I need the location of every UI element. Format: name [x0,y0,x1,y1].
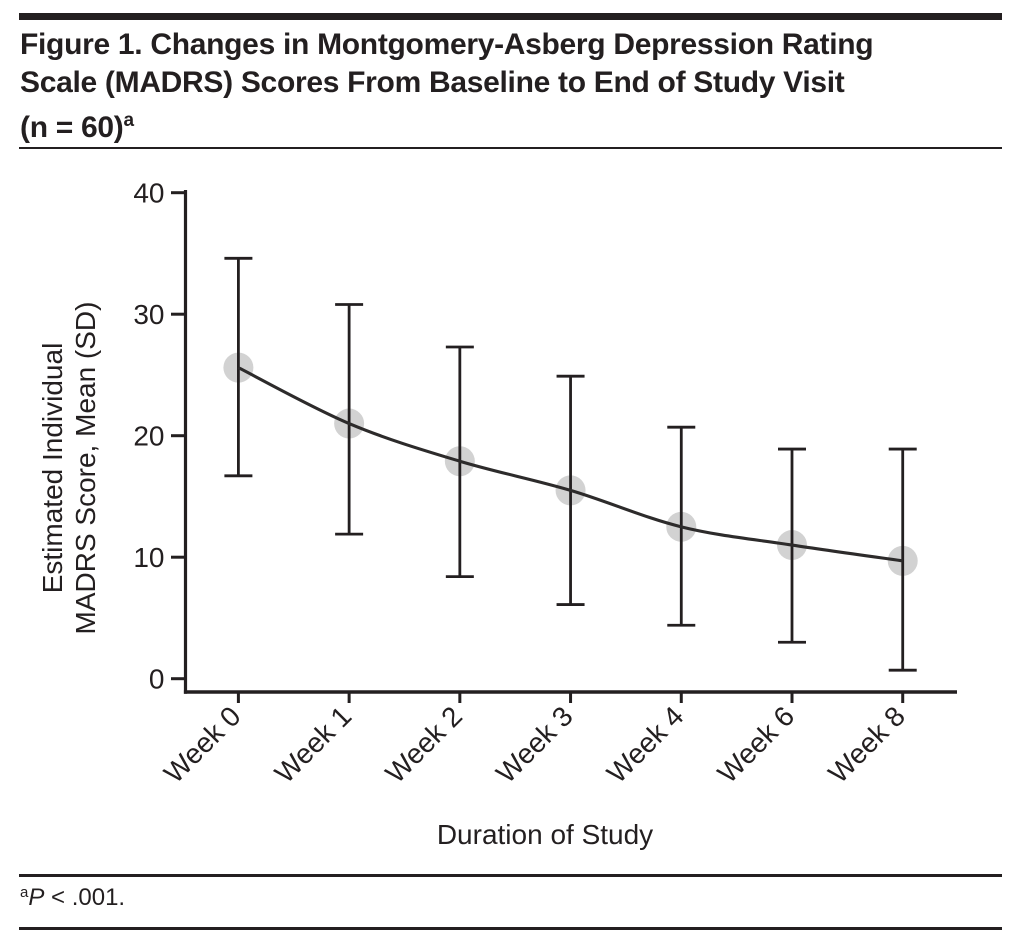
x-axis-tick-label: Week 4 [601,700,690,789]
y-axis-tick-label: 10 [133,542,164,573]
figure-bottom-rule [19,927,1002,931]
footnote-divider-rule [19,874,1002,877]
x-axis-tick-label: Week 8 [822,700,911,789]
y-axis-tick-label: 0 [149,664,165,695]
title-divider-rule [19,147,1002,150]
figure-title-line-3: (n = 60)a [20,102,1010,147]
footnote-marker: a [20,884,29,901]
figure-title-footnote-marker: a [123,110,134,131]
x-axis-tick-label: Week 2 [379,700,468,789]
trend-curve [237,366,903,563]
figure-title-line-3-text: (n = 60) [20,111,124,144]
figure-title: Figure 1. Changes in Montgomery-Asberg D… [20,26,1010,147]
x-axis-tick-label: Week 1 [269,700,358,789]
figure-title-line-1: Figure 1. Changes in Montgomery-Asberg D… [20,28,874,61]
figure-top-bar [19,13,1002,20]
x-axis-tick-label: Week 6 [712,700,801,789]
y-axis-tick-label: 20 [133,421,164,452]
y-axis-title-line-2: MADRS Score, Mean (SD) [70,302,101,635]
y-axis-title-line-1: Estimated Individual [37,343,68,594]
footnote-p-label: P [28,884,45,911]
footnote: aP < .001. [20,884,125,912]
footnote-p-value: < .001. [44,884,126,911]
x-axis-tick-label: Week 0 [158,700,247,789]
y-axis-tick-label: 40 [133,178,164,209]
x-axis-title: Duration of Study [437,819,653,850]
y-axis-tick-label: 30 [133,299,164,330]
x-axis-tick-label: Week 3 [490,700,579,789]
figure-title-line-2: Scale (MADRS) Scores From Baseline to En… [20,66,845,99]
